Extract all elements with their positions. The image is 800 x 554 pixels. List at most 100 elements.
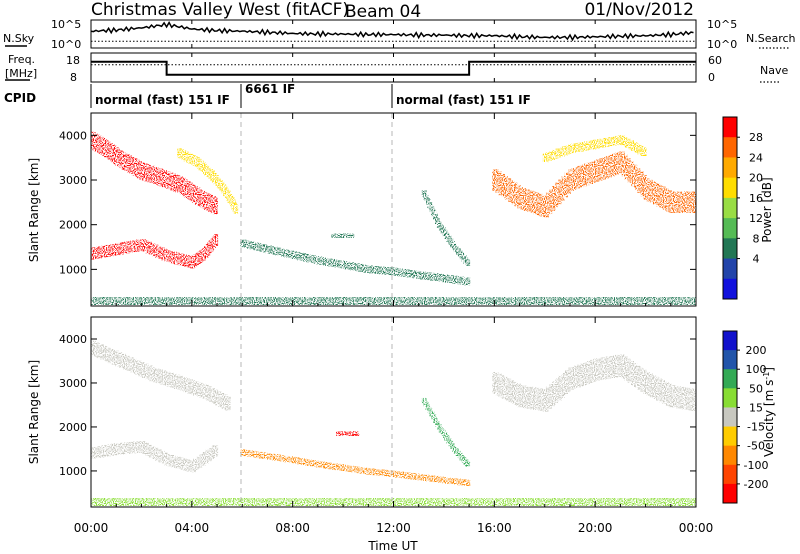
echo-cell xyxy=(634,168,641,190)
echo-cell xyxy=(159,370,167,385)
echo-cell xyxy=(92,447,99,459)
echo-cell xyxy=(343,297,349,305)
echo-cell xyxy=(410,473,417,480)
echo-cell xyxy=(442,432,448,438)
echo-cell xyxy=(382,469,389,477)
echo-cell xyxy=(517,187,524,209)
echo-cell xyxy=(317,297,324,305)
echo-cell xyxy=(176,297,183,305)
echo-cell xyxy=(232,498,238,506)
echo-cell xyxy=(524,498,531,506)
colorbar-tick-label: 12 xyxy=(749,212,763,225)
echo-cell xyxy=(196,382,203,397)
echo-cell xyxy=(678,191,685,213)
echo-cell xyxy=(423,272,430,280)
echo-cell xyxy=(242,297,248,305)
echo-cell xyxy=(107,444,115,456)
x-tick-label: 20:00 xyxy=(578,521,613,535)
echo-cell xyxy=(554,498,561,506)
echo-cell xyxy=(262,244,269,253)
echo-cell xyxy=(577,165,584,188)
echo-cell xyxy=(166,372,174,387)
colorbar-swatch xyxy=(723,258,737,280)
echo-cell xyxy=(650,498,657,506)
echo-cell xyxy=(564,370,571,393)
echo-cell xyxy=(348,297,354,305)
echo-cell xyxy=(161,498,168,506)
echo-cell xyxy=(215,391,222,406)
freq-panel: Freq. [MHz] 18 8 60 0 Nave xyxy=(5,52,788,84)
echo-cell xyxy=(213,234,219,246)
noise-sky-line xyxy=(90,20,694,42)
echo-cell xyxy=(509,498,515,506)
echo-cell xyxy=(465,259,471,266)
echo-cell xyxy=(627,361,634,383)
echo-cell xyxy=(646,373,653,396)
echo-cell xyxy=(272,297,278,305)
echo-cell xyxy=(141,363,149,378)
echo-cell xyxy=(464,277,471,286)
echo-cell xyxy=(625,297,631,305)
echo-cell xyxy=(640,498,646,506)
echo-cell xyxy=(440,429,446,436)
echo-cell xyxy=(627,161,634,183)
echo-cell xyxy=(575,297,581,305)
echo-cell xyxy=(227,297,233,305)
echo-cell xyxy=(431,414,437,420)
echo-cell xyxy=(344,465,351,472)
echo-cell xyxy=(281,455,288,462)
echo-cell xyxy=(181,297,188,305)
cpid-segment-2: 6661 IF xyxy=(245,82,295,96)
colorbar-swatch xyxy=(723,218,737,239)
echo-cell xyxy=(166,498,173,506)
echo-cell xyxy=(391,267,398,276)
echo-cell xyxy=(302,498,309,506)
echo-cell xyxy=(621,137,628,146)
echo-cell xyxy=(155,449,162,461)
echo-cell xyxy=(514,297,520,305)
echo-cell xyxy=(635,297,641,305)
echo-cell xyxy=(596,358,603,381)
echo-cell xyxy=(267,297,273,305)
echo-cell xyxy=(635,498,641,506)
echo-cell xyxy=(287,250,294,259)
echo-cell xyxy=(523,386,530,409)
echo-cell xyxy=(126,442,133,454)
echo-cell xyxy=(539,498,546,506)
echo-cell xyxy=(643,372,650,394)
echo-region xyxy=(336,431,360,436)
echo-cell xyxy=(436,424,442,430)
echo-cell xyxy=(183,459,190,471)
echo-cell xyxy=(358,297,364,305)
echo-cell xyxy=(549,384,556,407)
echo-cell xyxy=(655,498,662,506)
echo-cell xyxy=(575,498,581,506)
echo-cell xyxy=(139,441,146,453)
echo-cell xyxy=(337,260,345,269)
echo-cell xyxy=(684,387,691,410)
echo-cell xyxy=(596,159,603,181)
echo-cell xyxy=(446,438,452,444)
echo-cell xyxy=(438,427,444,433)
echo-cell xyxy=(177,457,184,469)
echo-cell xyxy=(201,498,208,506)
echo-cell xyxy=(208,388,215,403)
echo-cell xyxy=(348,498,354,506)
echo-cell xyxy=(156,498,162,506)
echo-region xyxy=(91,234,219,269)
echo-cell xyxy=(583,163,590,186)
echo-cell xyxy=(498,173,505,196)
echo-cell xyxy=(571,168,578,190)
echo-cell xyxy=(564,297,571,305)
echo-cell xyxy=(552,186,559,208)
echo-cell xyxy=(363,265,370,273)
cpid-panel: CPID normal (fast) 151 IF 6661 IF normal… xyxy=(4,82,531,108)
echo-cell xyxy=(164,454,171,466)
echo-cell xyxy=(605,297,611,305)
x-tick-label: 12:00 xyxy=(376,521,411,535)
echo-cell xyxy=(559,498,566,506)
echo-cell xyxy=(201,297,208,305)
echo-cell xyxy=(608,137,616,146)
echo-cell xyxy=(358,498,364,506)
colorbar-tick-label: -50 xyxy=(747,440,765,453)
